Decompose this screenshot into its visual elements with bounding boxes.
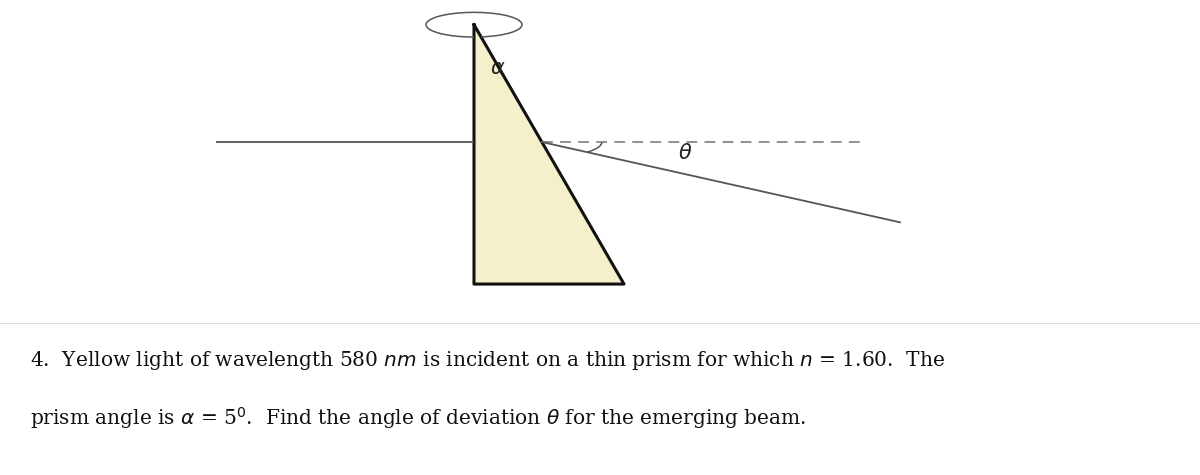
Text: 4.  Yellow light of wavelength 580 $nm$ is incident on a thin prism for which $n: 4. Yellow light of wavelength 580 $nm$ i… xyxy=(30,350,946,372)
Text: $\theta$: $\theta$ xyxy=(678,143,692,163)
Text: $\alpha$: $\alpha$ xyxy=(490,59,505,78)
Text: prism angle is $\alpha$ = 5$^0$.  Find the angle of deviation $\theta$ for the e: prism angle is $\alpha$ = 5$^0$. Find th… xyxy=(30,405,806,431)
Polygon shape xyxy=(474,25,624,284)
